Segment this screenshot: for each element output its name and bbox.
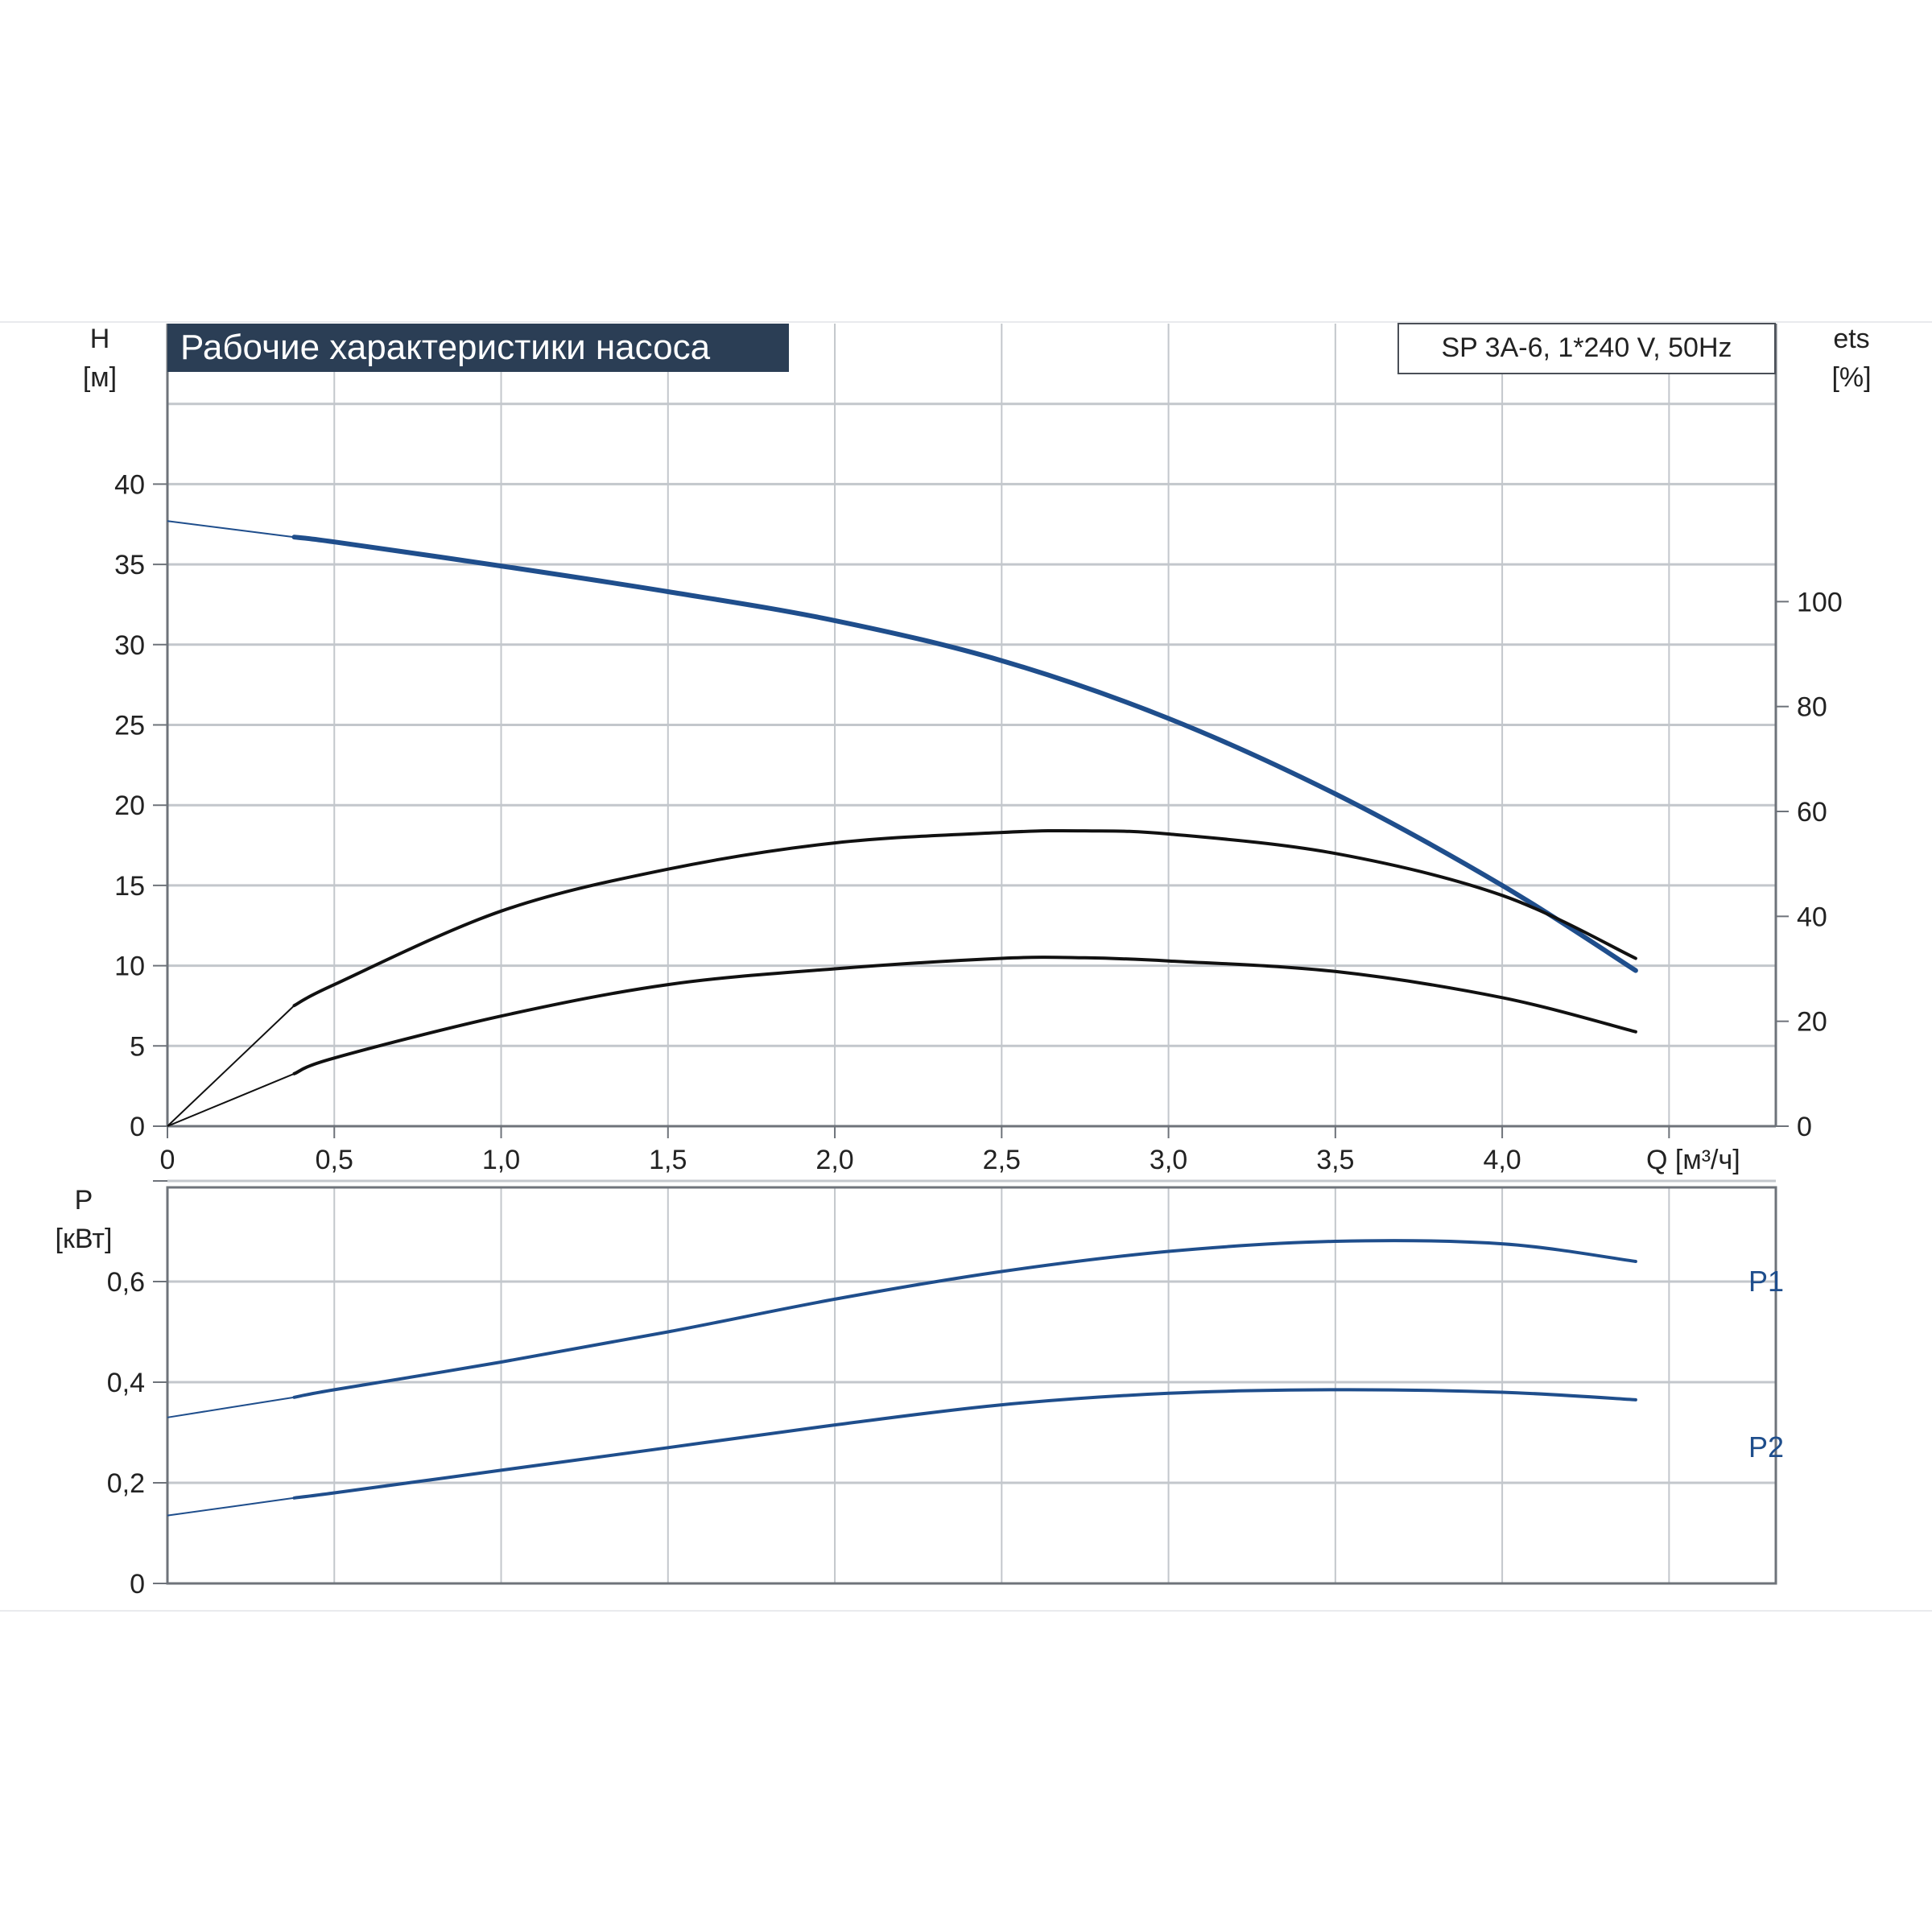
y2-tick-label: 60	[1797, 797, 1827, 828]
title-box	[167, 324, 789, 372]
y2-axis-label: ets	[1833, 324, 1869, 354]
y-axis-label: H	[90, 324, 110, 354]
power-axis-unit: [кВт]	[56, 1224, 113, 1254]
y-tick-label: 35	[114, 550, 145, 580]
y2-axis-unit: [%]	[1831, 362, 1871, 393]
power-y-tick-label: 0,4	[107, 1368, 145, 1398]
x-tick-label: 2,5	[983, 1145, 1021, 1175]
y-tick-label: 15	[114, 871, 145, 902]
x-tick-label: 4,0	[1483, 1145, 1521, 1175]
y-axis-unit: [м]	[83, 362, 117, 393]
y2-tick-label: 100	[1797, 587, 1843, 617]
x-tick-label: 3,5	[1316, 1145, 1354, 1175]
power-p2-curve	[292, 1388, 1637, 1500]
chart-title: Рабочие характеристики насоса	[180, 328, 711, 367]
y2-tick-label: 0	[1797, 1112, 1812, 1142]
y-tick-label: 5	[130, 1031, 145, 1062]
y2-tick-label: 20	[1797, 1007, 1827, 1038]
x-tick-label: 3,0	[1150, 1145, 1187, 1175]
model-label: SP 3A-6, 1*240 V, 50Hz	[1441, 332, 1732, 363]
y2-tick-label: 40	[1797, 902, 1827, 932]
efficiency-curve-upper	[292, 828, 1637, 1008]
power-p1-curve-extrapolated	[167, 1396, 295, 1418]
power-y-tick-label: 0,2	[107, 1468, 145, 1499]
efficiency-curve-upper-extrapolated	[167, 1005, 295, 1127]
y2-tick-label: 80	[1797, 692, 1827, 723]
x-tick-label: 1,0	[482, 1145, 520, 1175]
y-tick-label: 20	[114, 791, 145, 821]
x-axis-label: Q [м³/ч]	[1646, 1145, 1740, 1175]
efficiency-curve-lower-extrapolated	[167, 1072, 295, 1127]
efficiency-curve-lower	[292, 956, 1637, 1075]
x-tick-label: 2,0	[815, 1145, 853, 1175]
model-label-box	[1397, 323, 1776, 374]
x-tick-label: 0,5	[316, 1145, 353, 1175]
legend-p2: P2	[1748, 1430, 1784, 1463]
y-tick-label: 10	[114, 952, 145, 982]
x-tick-label: 1,5	[649, 1145, 687, 1175]
legend-p1: P1	[1748, 1265, 1784, 1298]
head-curve-extrapolated	[167, 520, 295, 539]
y-tick-label: 30	[114, 630, 145, 661]
power-axis-label: P	[75, 1185, 93, 1216]
head-curve	[291, 535, 1638, 973]
power-p2-curve-extrapolated	[167, 1496, 295, 1517]
power-p1-curve	[292, 1239, 1637, 1399]
power-y-tick-label: 0	[130, 1569, 145, 1600]
y-tick-label: 0	[130, 1112, 145, 1142]
power-frame	[166, 1186, 1777, 1585]
x-tick-label: 0	[160, 1145, 175, 1175]
power-y-tick-label: 0,6	[107, 1267, 145, 1298]
y-tick-label: 25	[114, 711, 145, 741]
y-tick-label: 40	[114, 469, 145, 500]
